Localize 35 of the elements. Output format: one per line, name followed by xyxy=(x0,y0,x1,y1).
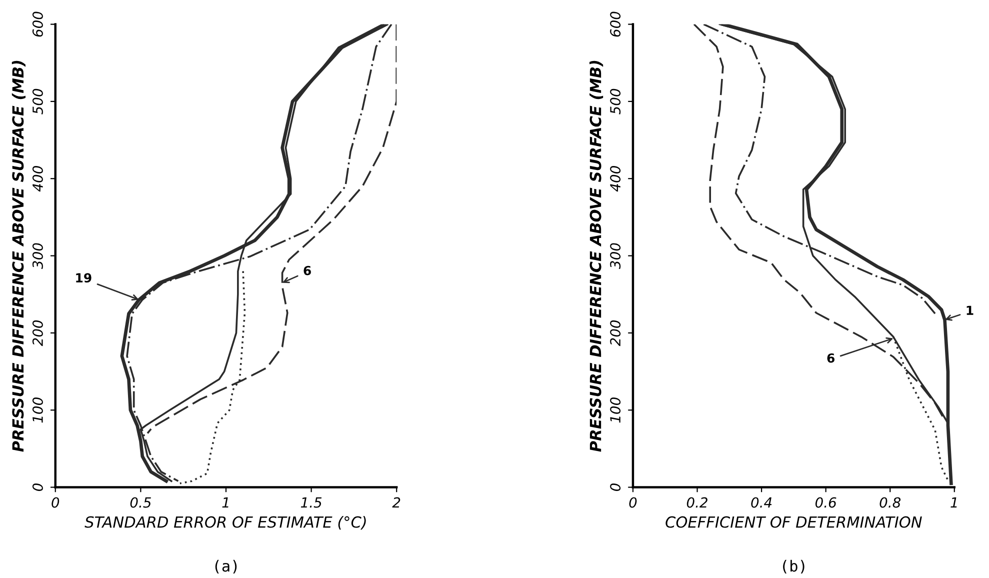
y-tick-label: 100 xyxy=(32,398,43,423)
y-tick-label: 500 xyxy=(32,88,43,114)
x-tick-label: 0 xyxy=(629,497,637,508)
y-tick-label: 100 xyxy=(610,398,621,423)
y-tick-label: 300 xyxy=(610,243,621,269)
x-tick-label: 0.8 xyxy=(880,497,901,508)
annotation: 6 xyxy=(827,353,834,363)
y-tick-label: 400 xyxy=(32,166,43,192)
y-tick-label: 600 xyxy=(610,12,621,37)
annotation: 19 xyxy=(76,273,92,283)
y-tick-label: 0 xyxy=(32,484,43,491)
x-tick-label: 1.5 xyxy=(300,497,322,508)
y-tick-label: 200 xyxy=(610,320,621,346)
annotation: 6 xyxy=(304,266,311,276)
x-tick-label: 0.4 xyxy=(751,497,772,508)
y-tick-label: 200 xyxy=(32,320,43,346)
y-tick-label: 500 xyxy=(610,88,621,114)
y-tick-label: 300 xyxy=(32,243,43,269)
x-tick-label: 1 xyxy=(950,497,957,508)
x-tick-label: 0.5 xyxy=(130,497,151,508)
y-tick-label: 400 xyxy=(610,166,621,192)
x-axis-title: STANDARD ERROR OF ESTIMATE (°C) xyxy=(84,516,366,530)
x-axis-title: COEFFICIENT OF DETERMINATION xyxy=(666,516,922,528)
text: (b) xyxy=(783,560,804,574)
y-axis-title: PRESSURE DIFFERENCE ABOVE SURFACE (MB) xyxy=(589,60,604,452)
x-tick-label: 0 xyxy=(52,497,60,508)
x-tick-label: 0.6 xyxy=(815,497,836,508)
y-axis-title: PRESSURE DIFFERENCE ABOVE SURFACE (MB) xyxy=(12,60,26,452)
x-tick-label: 2 xyxy=(392,497,400,508)
y-tick-label: 0 xyxy=(610,484,621,491)
text: (a) xyxy=(215,560,237,574)
x-tick-label: 0.2 xyxy=(686,497,708,508)
annotation: 1 xyxy=(966,306,974,315)
x-tick-label: 1 xyxy=(222,497,228,508)
y-tick-label: 600 xyxy=(32,12,43,37)
